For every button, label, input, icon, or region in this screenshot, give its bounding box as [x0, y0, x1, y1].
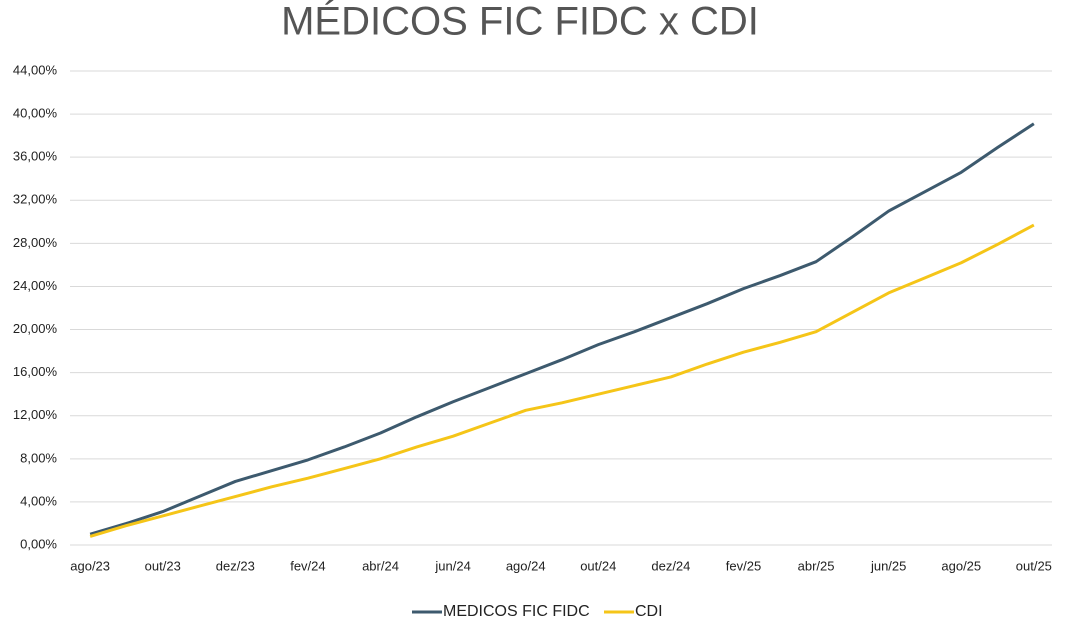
x-tick-label: out/23: [145, 558, 181, 573]
y-tick-label: 12,00%: [13, 407, 58, 422]
x-tick-label: abr/24: [362, 558, 399, 573]
x-tick-label: out/25: [1016, 558, 1052, 573]
y-tick-label: 40,00%: [13, 106, 58, 121]
chart-title: MÉDICOS FIC FIDC x CDI: [281, 0, 759, 44]
y-tick-label: 16,00%: [13, 364, 58, 379]
y-tick-label: 44,00%: [13, 62, 58, 77]
series-line: [89, 223, 1035, 538]
x-tick-label: fev/25: [726, 558, 761, 573]
y-tick-label: 24,00%: [13, 278, 58, 293]
x-tick-label: ago/24: [506, 558, 546, 573]
x-tick-label: jun/24: [434, 558, 470, 573]
legend-label: MEDICOS FIC FIDC: [443, 603, 590, 620]
y-tick-label: 8,00%: [20, 450, 57, 465]
y-tick-label: 4,00%: [20, 493, 57, 508]
series-line: [89, 122, 1035, 536]
x-tick-label: abr/25: [798, 558, 835, 573]
x-tick-label: dez/23: [216, 558, 255, 573]
x-tick-label: fev/24: [290, 558, 325, 573]
y-tick-label: 20,00%: [13, 321, 58, 336]
x-tick-label: dez/24: [651, 558, 690, 573]
x-tick-label: out/24: [580, 558, 616, 573]
y-tick-label: 0,00%: [20, 536, 57, 551]
legend-label: CDI: [635, 603, 663, 620]
y-tick-label: 32,00%: [13, 192, 58, 207]
y-tick-label: 28,00%: [13, 235, 58, 250]
x-tick-label: jun/25: [870, 558, 906, 573]
y-tick-label: 36,00%: [13, 149, 58, 164]
x-tick-label: ago/23: [70, 558, 110, 573]
x-tick-label: ago/25: [941, 558, 981, 573]
